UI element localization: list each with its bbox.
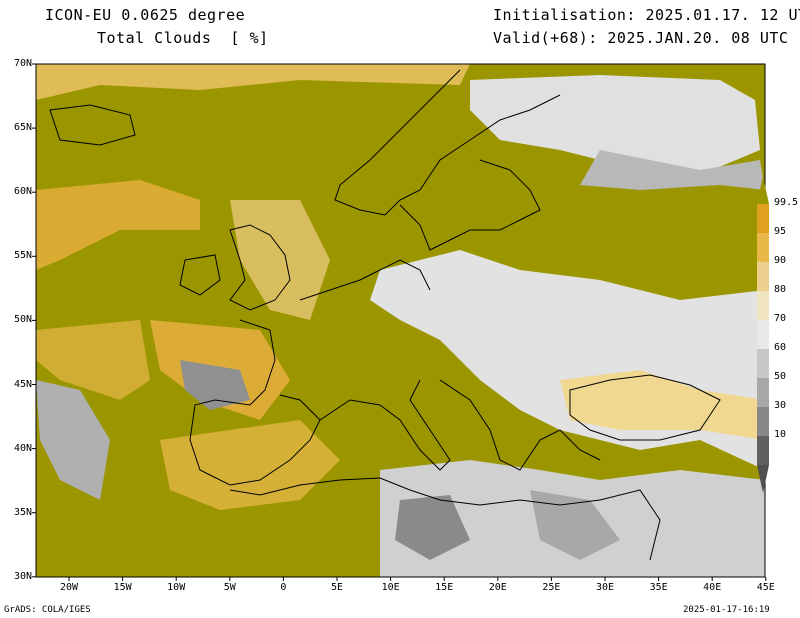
lon-label-5e: 5E (330, 582, 344, 593)
colorbar-swatch (757, 436, 769, 465)
colorbar-label: 10 (774, 429, 787, 440)
orange-cloud-arctic (36, 64, 470, 100)
colorbar-swatch (757, 204, 769, 233)
lon-label-15e: 15E (435, 582, 454, 593)
colorbar-label: 95 (774, 226, 787, 237)
lat-label-50n: 50N (13, 314, 32, 326)
lon-label-45e: 45E (756, 582, 775, 593)
orange-cloud-south-atlantic (36, 320, 150, 400)
lon-label-15w: 15W (113, 582, 132, 593)
longitude-ticks (68, 577, 767, 581)
colorbar-swatch (757, 233, 769, 262)
orange-cloud-west (36, 180, 200, 270)
colorbar-label: 90 (774, 255, 787, 266)
colorbar-label: 50 (774, 371, 787, 382)
colorbar-swatch (757, 291, 769, 320)
colorbar-swatch (757, 262, 769, 291)
colorbar-label: 80 (774, 284, 787, 295)
lat-label-60n: 60N (13, 186, 32, 198)
lon-label-10e: 10E (381, 582, 400, 593)
coastlines (49, 69, 721, 561)
colorbar-swatch (757, 378, 769, 407)
lat-label-55n: 55N (13, 250, 32, 262)
colorbar-label: 70 (774, 313, 787, 324)
colorbar (757, 176, 769, 493)
clear-region-north-russia (470, 75, 760, 175)
grads-credit: GrADS: COLA/IGES (4, 605, 91, 615)
lon-label-5w: 5W (223, 582, 236, 593)
lat-label-35n: 35N (13, 506, 32, 518)
lon-label-25e: 25E (542, 582, 561, 593)
light-cloud-britain (230, 200, 330, 320)
lon-label-0: 0 (280, 582, 287, 593)
lat-label-65n: 65N (13, 122, 32, 134)
lat-label-70n: 70N (13, 58, 32, 69)
render-timestamp: 2025-01-17-16:19 (683, 605, 770, 615)
lon-label-40e: 40E (703, 582, 722, 593)
colorbar-label: 60 (774, 342, 787, 353)
orange-cloud-iberia (160, 420, 340, 510)
grey-region-egypt (530, 490, 620, 560)
lat-label-30n: 30N (13, 570, 32, 582)
colorbar-label: 99.5 (774, 197, 799, 208)
colorbar-swatch (757, 407, 769, 436)
valid-time: Valid(+68): 2025.JAN.20. 08 UTC (493, 29, 789, 47)
lat-label-45n: 45N (13, 378, 32, 390)
latitude-ticks (32, 63, 36, 578)
lon-label-30e: 30E (595, 582, 615, 593)
lat-label-40n: 40N (13, 442, 32, 454)
model-title: ICON-EU 0.0625 degree (45, 6, 246, 24)
colorbar-label: 30 (774, 400, 787, 411)
dark-grey-region-libya (395, 495, 470, 560)
lon-label-20w: 20W (59, 582, 79, 593)
grey-region-russia (580, 150, 765, 190)
lon-label-20e: 20E (488, 582, 507, 593)
colorbar-underflow-triangle (757, 465, 769, 493)
colorbar-overflow-triangle (757, 176, 769, 204)
lon-label-10w: 10W (167, 582, 186, 593)
colorbar-swatch (757, 349, 769, 378)
lon-label-35e: 35E (649, 582, 668, 593)
map-field (36, 64, 765, 577)
light-cloud-black-sea (560, 370, 765, 440)
grey-cloud-biscay (180, 360, 250, 410)
colorbar-swatch (757, 320, 769, 349)
grey-cloud-atlantic (36, 380, 110, 500)
field-title: Total Clouds [ %] (97, 29, 269, 47)
initialisation-time: Initialisation: 2025.01.17. 12 UTC (493, 6, 800, 24)
